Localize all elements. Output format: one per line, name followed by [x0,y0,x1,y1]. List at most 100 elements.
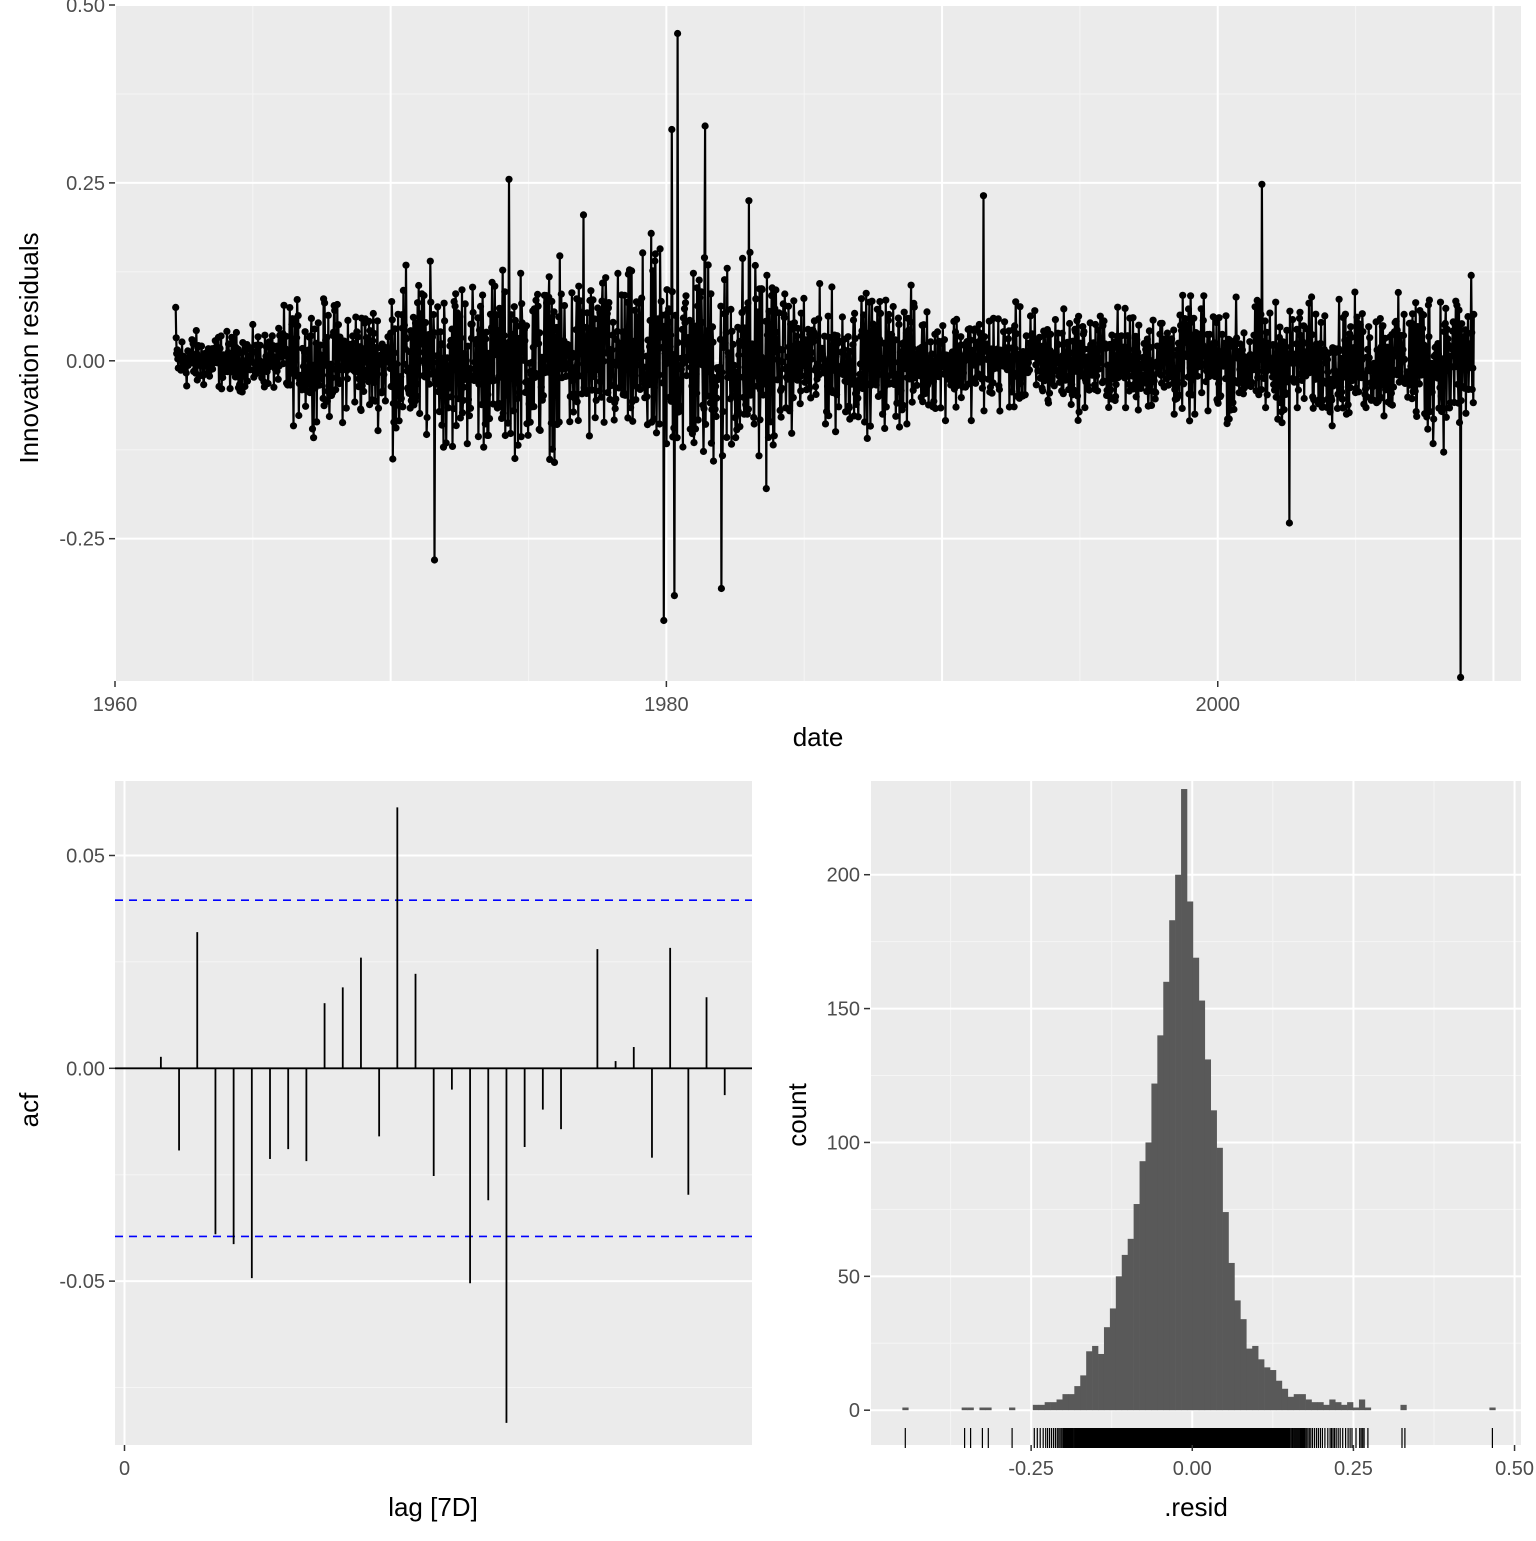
residual-point [261,331,269,339]
residual-point [669,351,678,359]
residual-point [367,370,375,378]
residual-point [783,363,791,371]
residual-point [1181,315,1189,323]
residual-point [681,299,690,307]
residual-point [525,380,533,389]
residual-point [642,352,651,360]
residual-point [491,282,499,290]
residual-point [1429,440,1437,448]
residual-point [1214,399,1222,407]
residual-point [674,339,682,347]
residual-point [370,378,378,386]
residual-point [814,332,822,340]
residual-point [243,377,252,385]
residual-point [323,397,331,405]
residual-point [923,308,931,316]
residual-point [765,307,773,315]
residual-point [503,391,511,399]
residual-point [1110,338,1119,346]
residual-point [755,452,763,460]
residual-point [1253,363,1261,371]
residual-point [1200,350,1208,358]
residual-point [423,430,431,439]
residual-point [448,325,456,333]
residual-point [751,261,759,270]
residual-point [334,321,342,329]
residual-point [1293,404,1301,412]
residual-point [579,211,588,219]
residual-point [1254,305,1262,313]
residual-point [659,379,667,387]
residual-point [706,399,714,407]
residual-point [466,404,475,412]
residual-point [1393,326,1401,334]
residual-point [801,378,809,386]
residual-point [1172,382,1180,391]
residual-point [1266,309,1274,317]
residual-point [462,357,470,365]
residual-point [1022,332,1030,340]
residual-point [752,295,760,303]
residual-point [1107,386,1115,394]
residual-point [913,381,921,389]
residual-point [692,370,700,378]
residual-point [1158,319,1166,327]
residual-point [1280,406,1288,414]
residual-point [498,315,506,323]
residual-point [385,346,393,354]
residual-point [1091,320,1100,329]
residual-point [807,394,815,402]
residual-point [797,387,805,395]
residual-point [471,358,479,366]
residual-point [333,300,341,309]
histogram-bar [1127,1238,1134,1411]
histogram-bar [1151,1083,1158,1411]
residual-point [1382,386,1390,394]
residual-point [369,337,377,345]
residual-point [919,398,927,406]
residual-point [425,380,433,388]
residual-point [400,321,408,329]
residual-point [705,368,713,376]
residual-point [760,355,768,363]
residual-point [465,412,473,420]
residual-point [900,339,908,347]
acf-y-tick-label: -0.05 [59,1271,105,1293]
residual-point [952,403,960,411]
residual-point [840,346,848,354]
residual-point [1095,365,1103,373]
residual-point [786,342,794,350]
residual-point [178,338,186,346]
residuals-y-tick-label: 0.50 [66,0,105,17]
residual-point [1032,381,1040,389]
residual-point [1232,293,1240,301]
residual-point [728,392,737,400]
residual-point [1296,331,1305,339]
residual-point [490,319,498,327]
residual-point [1308,331,1316,339]
histogram-bar [1050,1402,1057,1411]
residual-point [1122,404,1130,412]
residual-point [316,341,324,349]
acf-y-ticks: -0.05 0.00 0.05 [59,845,115,1293]
histogram-bar [1210,1110,1217,1411]
residual-point [408,330,416,338]
residual-point [447,336,455,344]
residual-point [1028,330,1036,338]
residual-point [769,441,777,449]
residual-point [553,323,561,332]
residual-point [304,346,312,354]
residual-point [707,290,715,298]
residual-point [1100,317,1108,325]
residual-point [1280,364,1288,372]
residual-point [1446,352,1454,361]
residual-point [566,418,574,426]
residual-point [270,383,278,391]
residual-point [1215,380,1223,388]
residual-point [1026,312,1035,320]
residual-point [811,383,820,391]
residual-point [994,315,1002,323]
residual-point [613,361,621,369]
residual-point [900,308,908,316]
residual-point [826,372,834,380]
